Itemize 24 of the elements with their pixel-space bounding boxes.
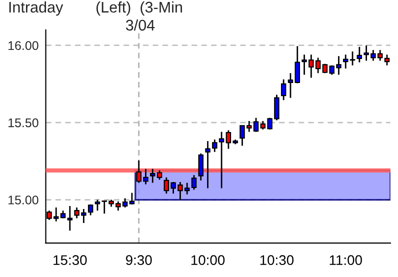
candlestick — [356, 46, 362, 64]
y-tick-label: 15.50 — [8, 118, 38, 128]
chart-title: Intraday — [9, 1, 64, 16]
candlestick — [156, 170, 162, 180]
chart-subtitle: (Left) (3-Min — [96, 1, 182, 16]
x-tick-label: 10:30 — [260, 255, 294, 266]
candlestick — [294, 45, 300, 84]
x-tick-label: 9:30 — [126, 255, 152, 266]
y-tick-label: 15.00 — [8, 196, 38, 204]
annotation: 3/04 — [126, 19, 155, 31]
candlestick — [280, 78, 286, 101]
candlestick — [129, 192, 135, 206]
x-tick-label: 15:30 — [54, 255, 87, 266]
candlestick — [191, 174, 197, 190]
candlestick — [198, 152, 204, 182]
candlestick — [253, 117, 259, 133]
candlestick — [67, 205, 73, 232]
x-tick-label: 11:00 — [330, 255, 362, 266]
candlestick — [150, 168, 156, 184]
candlestick — [205, 140, 210, 189]
candlestick — [384, 54, 390, 66]
candlestick — [288, 72, 294, 99]
x-tick-label: 10:00 — [191, 255, 225, 266]
y-tick-label: 16.00 — [8, 41, 38, 50]
